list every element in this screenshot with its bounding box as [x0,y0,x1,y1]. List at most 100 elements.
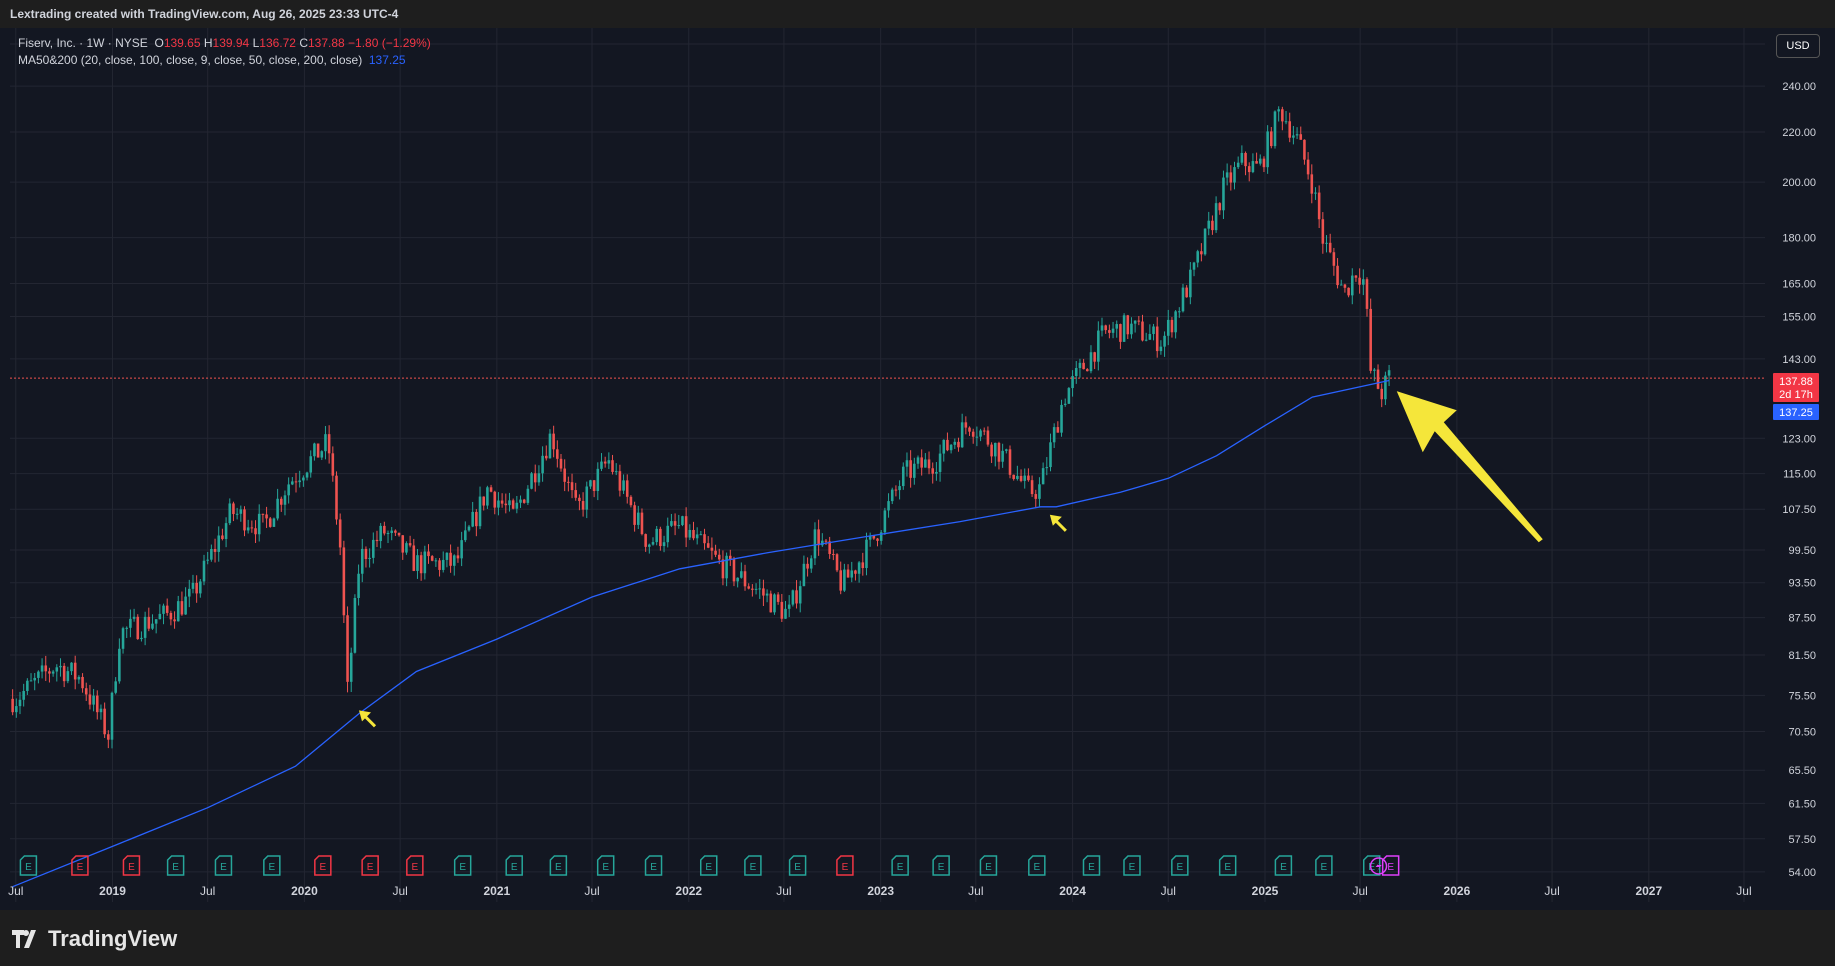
earnings-marker-icon[interactable]: E [214,855,233,876]
marker-outline [19,855,38,876]
candle-body [515,502,519,509]
earnings-marker-icon[interactable]: E [71,855,89,876]
currency-button[interactable]: USD [1776,34,1820,58]
ma-price-text: 137.25 [1779,407,1813,419]
candle-body [1144,339,1148,341]
earnings-marker-icon[interactable]: E [361,855,379,876]
candle-body [559,458,563,469]
earnings-marker-icon[interactable]: E [1028,855,1046,876]
candle-body [29,680,33,682]
candle-body [11,698,14,713]
candle-body [537,473,541,483]
earnings-marker-icon[interactable]: E [263,855,281,876]
candle-body [754,588,758,590]
earnings-marker-icon[interactable]: E [314,855,332,876]
candle-body [1082,362,1085,370]
earnings-marker-icon[interactable]: E [505,855,523,876]
earnings-marker-icon[interactable]: E [788,855,807,876]
x-tick-label: 2026 [1444,884,1471,898]
close-value: 137.88 [307,36,345,50]
candle-body [1266,131,1269,168]
candle-body [210,548,213,560]
candle-body [666,525,670,543]
candle-body [644,534,647,547]
candle-body [574,490,578,498]
candle-body [1100,325,1104,331]
earnings-marker-icon[interactable]: E [1123,855,1141,876]
earnings-marker-icon[interactable]: E [122,855,141,876]
candle-body [931,468,935,474]
x-tick-label: Jul [1736,884,1751,898]
earnings-marker-icon[interactable]: E [891,855,909,876]
candle-body [905,460,909,467]
candle-body [1148,333,1152,340]
candle-body [736,577,739,582]
candle-body [846,569,850,578]
candle-body [603,461,607,464]
earnings-marker-icon[interactable]: E [453,855,472,876]
candle-body [1354,275,1358,278]
candle-body [298,480,301,483]
earnings-marker-icon[interactable]: E [744,855,762,876]
time-axis-strip [10,902,1765,910]
candle-body [327,434,331,454]
marker-letter: E [1224,862,1231,873]
earnings-marker-icon[interactable]: E [19,855,38,876]
price-chart[interactable]: 54.00 57.50 61.50 65.50 70.50 75.50 81.50 87.50… [0,28,1835,910]
earnings-marker-icon[interactable]: E [549,855,568,876]
marker-outline [699,855,718,876]
candle-body [986,430,990,445]
earnings-marker-icon[interactable]: E [596,855,615,876]
symbol-legend[interactable]: Fiserv, Inc. · 1W · NYSE O139.65 H139.94… [18,36,431,50]
earnings-marker-icon[interactable]: E [1218,855,1237,876]
y-tick-label: 61.50 [1788,798,1816,810]
ma-indicator-label: MA50&200 (20, close, 100, close, 9, clos… [18,53,363,67]
candle-body [640,512,644,535]
earnings-marker-icon[interactable]: E [699,855,718,876]
candle-body [1045,467,1049,469]
candle-body [1358,277,1361,285]
candle-body [762,588,765,596]
candle-body [607,460,611,464]
candle-body [48,671,51,674]
earnings-marker-icon[interactable]: E [1082,855,1101,876]
y-tick-label: 87.50 [1788,613,1816,625]
candle-body [162,605,165,614]
candle-body [99,708,103,713]
indicator-legend[interactable]: MA50&200 (20, close, 100, close, 9, clos… [18,53,406,67]
earnings-marker-icon[interactable]: E [1171,855,1189,876]
dividend-marker-icon[interactable] [1369,857,1388,875]
earnings-marker-icon[interactable]: E [979,855,998,876]
earnings-marker-icon[interactable]: E [166,855,185,876]
earnings-marker-icon[interactable]: E [836,855,854,876]
candle-body [125,627,129,629]
candle-body [920,457,923,468]
candle-body [651,542,655,545]
earnings-marker-icon[interactable]: E [1315,855,1333,876]
candle-body [1229,172,1233,183]
candle-body [268,518,272,527]
price-axis[interactable] [1765,28,1835,910]
candle-body [191,582,195,589]
earnings-marker-icon[interactable]: E [1381,855,1400,876]
marker-outline [71,855,89,876]
candle-body [1255,161,1258,164]
candle-body [975,436,979,438]
earnings-marker-icon[interactable]: E [644,855,663,876]
x-tick-label: Jul [584,884,599,898]
tradingview-logo[interactable]: TradingView [12,926,177,952]
candle-body [1012,474,1015,479]
candle-body [1038,484,1041,499]
y-tick-label: 81.50 [1788,650,1816,662]
candle-body [636,512,640,525]
earnings-marker-icon[interactable]: E [932,855,950,876]
earnings-marker-icon[interactable]: E [1274,855,1293,876]
candle-body [1347,287,1350,296]
candle-body [511,500,515,509]
candle-body [158,613,162,620]
earnings-marker-icon[interactable]: E [406,855,424,876]
candle-body [1041,468,1045,485]
candle-body [1200,251,1203,255]
candle-body [1067,388,1071,404]
